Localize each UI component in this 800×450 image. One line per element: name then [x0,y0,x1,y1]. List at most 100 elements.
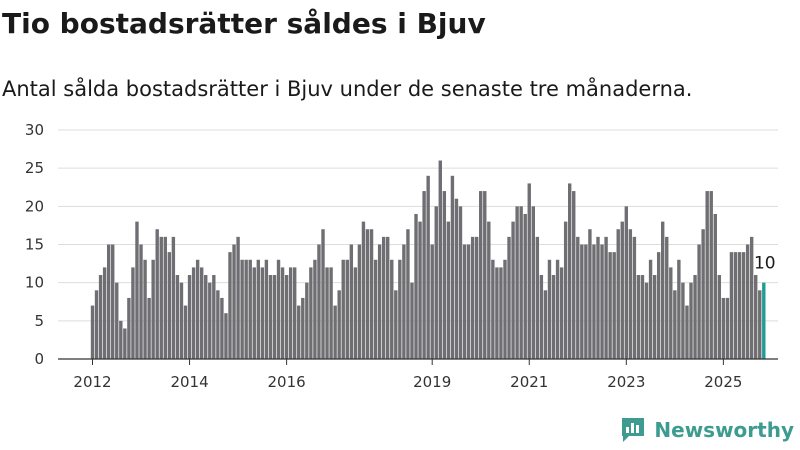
last-value-label: 10 [754,254,776,274]
bar [337,290,341,359]
bar [466,244,471,359]
bar [737,252,742,359]
bar [479,191,483,359]
bar [754,275,758,359]
bar [369,229,374,359]
bar [175,275,180,359]
bar [729,252,734,359]
bar [127,297,131,359]
bar [147,297,151,359]
bar [377,244,382,359]
bar [705,191,709,359]
bar [191,267,196,359]
bar [321,229,325,359]
bar [111,244,115,359]
y-tick-label: 5 [34,312,44,330]
bar [284,275,289,359]
bar [305,282,309,359]
y-tick-label: 15 [25,236,44,254]
bar [600,244,604,359]
bar [612,252,616,359]
bar [244,259,248,359]
bar [551,275,556,359]
bar [749,236,754,359]
bar [462,244,467,359]
bar [232,244,236,359]
bar [713,213,717,359]
bar [446,221,451,359]
bar [204,275,208,359]
bar [386,236,390,359]
bar [414,213,418,359]
bar [256,259,260,359]
y-tick-label: 10 [25,274,44,292]
bar [442,191,447,359]
bar [717,275,722,359]
bar [98,275,103,359]
bar [491,259,495,359]
bar [669,267,673,359]
bar [624,206,629,359]
bar [741,252,746,359]
bar [297,305,301,359]
bar [584,244,588,359]
bar [365,229,370,359]
bar [701,229,705,359]
bar [102,267,107,359]
bar [394,290,398,359]
bar [620,221,624,359]
bar [143,259,147,359]
bar [721,297,726,359]
bar [381,236,386,359]
bar [652,275,657,359]
bar [673,290,677,359]
bar [155,229,159,359]
bar [248,259,252,359]
bar [523,213,527,359]
bar [264,259,269,359]
bar [632,236,637,359]
bar [313,259,317,359]
bar [555,259,560,359]
bar [474,236,479,359]
bar [195,259,200,359]
bar [131,267,135,359]
bar [199,267,204,359]
bar [426,175,430,359]
bar [183,305,188,359]
x-tick-label: 2025 [704,373,742,391]
y-tick-label: 0 [34,350,44,368]
bar [90,305,95,359]
bar [333,305,337,359]
bar [656,252,661,359]
bar [527,183,531,359]
bar [94,290,99,359]
bar [709,191,713,359]
bar [163,236,167,359]
newsworthy-logo-text: Newsworthy [654,418,794,442]
bar [636,275,641,359]
bar [507,236,511,359]
bar [216,290,220,359]
bar [410,282,414,359]
bar [539,275,544,359]
bar [418,221,422,359]
bar [406,229,410,359]
bar [648,259,653,359]
bar [293,267,297,359]
bar [495,267,499,359]
x-tick-label: 2012 [73,373,111,391]
bar [470,236,475,359]
bar [758,290,762,359]
bar [745,244,750,359]
bar [454,198,459,359]
bar [535,236,540,359]
x-tick-label: 2019 [413,373,451,391]
bar [592,244,596,359]
bar [681,282,685,359]
bar [725,297,730,359]
bar [106,244,111,359]
bar [430,244,434,359]
bar [693,275,697,359]
bar [212,275,216,359]
